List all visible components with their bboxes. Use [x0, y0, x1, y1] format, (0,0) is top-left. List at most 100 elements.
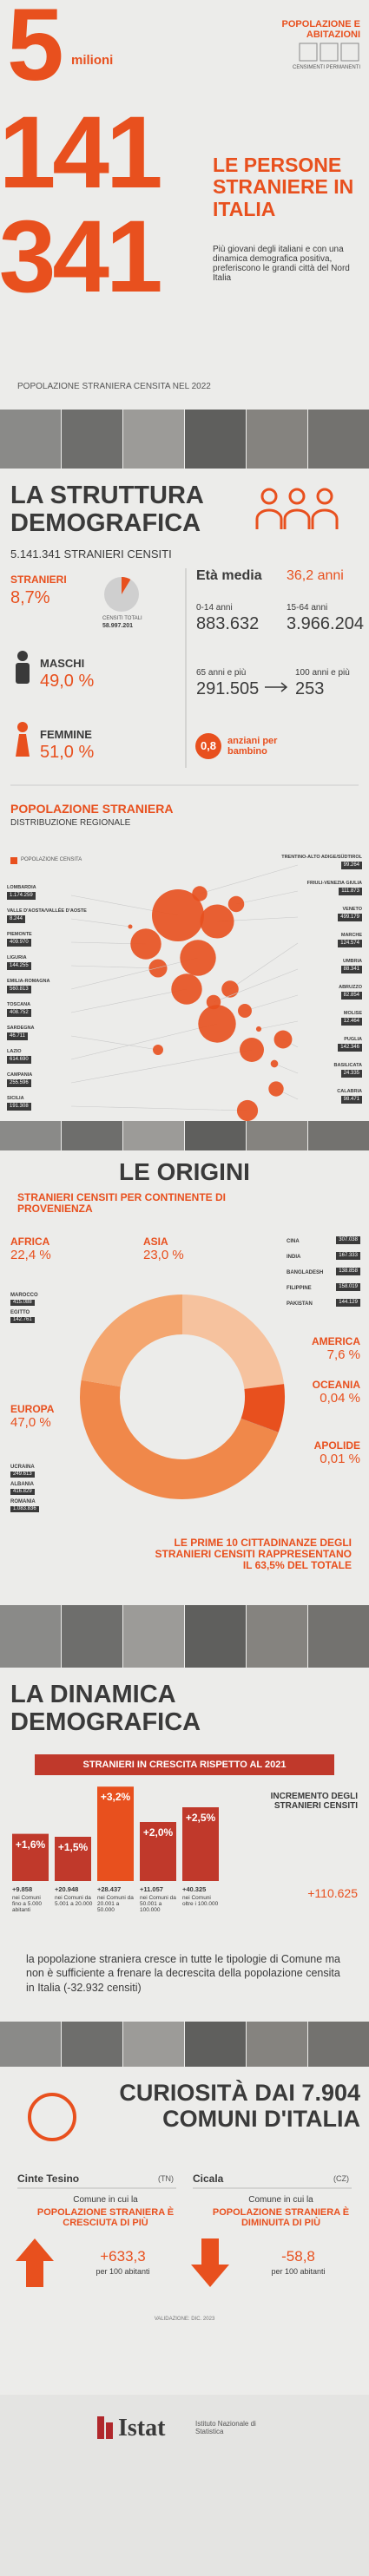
region-bubble	[227, 895, 245, 913]
region-bubble	[148, 959, 168, 978]
section-subtitle: 5.141.341 STRANIERI CENSITI	[10, 547, 172, 560]
country-name: ROMANIA	[10, 1499, 36, 1504]
continent-name: AFRICA	[10, 1236, 50, 1248]
region-value: 255.596	[7, 1079, 31, 1087]
region-bubble	[206, 994, 221, 1010]
region-name: LIGURIA	[7, 955, 27, 960]
photo	[0, 1121, 61, 1150]
age-value: 253	[295, 679, 325, 698]
connector	[70, 1035, 159, 1051]
photo	[185, 410, 246, 469]
region-value: 46.711	[7, 1032, 28, 1040]
arrow	[265, 682, 288, 692]
photo	[308, 410, 369, 469]
age-label: 0-14 anni	[196, 603, 233, 613]
place: Cinte Tesino	[17, 2173, 80, 2185]
age-value: 3.966.204	[287, 614, 364, 633]
growth-desc: nei Comuni da 5.001 a 20.000	[55, 1895, 93, 1908]
country-value: 416.829	[10, 1489, 35, 1495]
subtitle: Più giovani degli italiani e con una din…	[213, 245, 350, 283]
growth-desc: nei Comuni da 50.001 a 100.000	[140, 1895, 176, 1914]
region-bubble	[198, 1005, 236, 1043]
value: -58,8	[281, 2248, 315, 2265]
total-value: +110.625	[307, 1886, 358, 1900]
people-icon	[260, 488, 278, 505]
region-bubble	[152, 889, 204, 941]
region-value: 142.346	[338, 1044, 362, 1052]
region-value: 98.471	[340, 1096, 362, 1104]
headline: POPOLAZIONE STRANIERA È DIMINUITA DI PIÙ	[212, 2207, 350, 2229]
region-bubble	[273, 1030, 293, 1049]
region-name: PIEMONTE	[7, 932, 32, 937]
title: LE PERSONE STRANIERE IN ITALIA	[213, 154, 354, 220]
growth-label: +1,5%	[57, 1841, 89, 1853]
region-name: VALLE D'AOSTA/VALLÉE D'AOSTE	[7, 908, 87, 914]
brand-icon	[340, 43, 359, 62]
big-number: 5	[7, 0, 64, 102]
country-value: 249.613	[10, 1472, 35, 1478]
brand-icon	[320, 43, 339, 62]
footer-note: VALIDAZIONE: DIC. 2023	[154, 2317, 215, 2322]
growth-count: +40.325	[182, 1885, 207, 1893]
photo	[247, 2022, 307, 2067]
province: (CZ)	[333, 2174, 349, 2183]
region-bubble	[200, 904, 234, 939]
region-name: CALABRIA	[337, 1089, 362, 1094]
country-name: EGITTO	[10, 1310, 30, 1315]
country-value: 158.019	[336, 1283, 360, 1291]
people-icon	[255, 508, 283, 529]
region-value: 409.970	[7, 939, 31, 947]
people-icon	[316, 488, 333, 505]
brand-sub: CENSIMENTI PERMANENTI	[292, 65, 360, 70]
banner-text: STRANIERI IN CRESCITA RISPETTO AL 2021	[82, 1760, 287, 1770]
country-value: 1.083.836	[10, 1506, 39, 1512]
continent-share: 0,01 %	[320, 1452, 360, 1466]
brand: POPOLAZIONE E ABITAZIONI	[281, 19, 360, 41]
unit: per 100 abitanti	[271, 2267, 326, 2276]
country-name: BANGLADESH	[287, 1270, 324, 1275]
region-value: 144.255	[7, 962, 31, 970]
growth-label: +3,2%	[100, 1791, 131, 1804]
growth-label: +2,0%	[142, 1826, 174, 1839]
growth-bar	[97, 1786, 134, 1881]
icon	[28, 2093, 76, 2141]
region-name: MARCHE	[340, 933, 362, 938]
country-value: 415.088	[10, 1300, 35, 1306]
region-value: 99.264	[340, 862, 362, 869]
growth-count: +20.948	[55, 1885, 79, 1893]
region-value: 24.335	[340, 1070, 362, 1078]
big-number: .141	[0, 95, 163, 210]
logo-sub: Istituto Nazionale di Statistica	[195, 2420, 256, 2435]
region-value: 191.308	[7, 1103, 31, 1111]
country-value: 138.858	[336, 1268, 360, 1275]
unit: per 100 abitanti	[96, 2267, 150, 2276]
donut-segment	[182, 1295, 285, 1389]
footer-band	[0, 2395, 369, 2576]
country-value: 142.761	[10, 1317, 35, 1323]
photo	[185, 1605, 246, 1668]
donut-segment	[241, 1418, 279, 1432]
region-bubble	[270, 1059, 279, 1068]
photo	[308, 2022, 369, 2067]
region-name: VENETO	[342, 907, 362, 912]
growth-desc: nei Comuni oltre i 100.000	[182, 1895, 219, 1908]
photo	[185, 1121, 246, 1150]
ratio-value: 0,8	[200, 739, 217, 752]
growth-bar	[182, 1807, 219, 1881]
connector	[199, 864, 299, 895]
label: CENSITI TOTALI	[102, 616, 142, 621]
photo	[123, 410, 184, 469]
growth-label: +2,5%	[185, 1812, 216, 1824]
growth-count: +28.437	[97, 1885, 122, 1893]
brand-icon	[299, 43, 318, 62]
section-subtitle: DISTRIBUZIONE REGIONALE	[10, 818, 131, 828]
region-name: PUGLIA	[344, 1037, 362, 1042]
region-value: 408.752	[7, 1009, 31, 1017]
continent-share: 22,4 %	[10, 1248, 51, 1262]
connector	[70, 988, 188, 1013]
photo	[62, 410, 122, 469]
section-title: LA DINAMICA DEMOGRAFICA	[10, 1681, 201, 1736]
province: (TN)	[158, 2174, 174, 2183]
photo	[123, 1605, 184, 1668]
male-icon	[17, 651, 28, 661]
